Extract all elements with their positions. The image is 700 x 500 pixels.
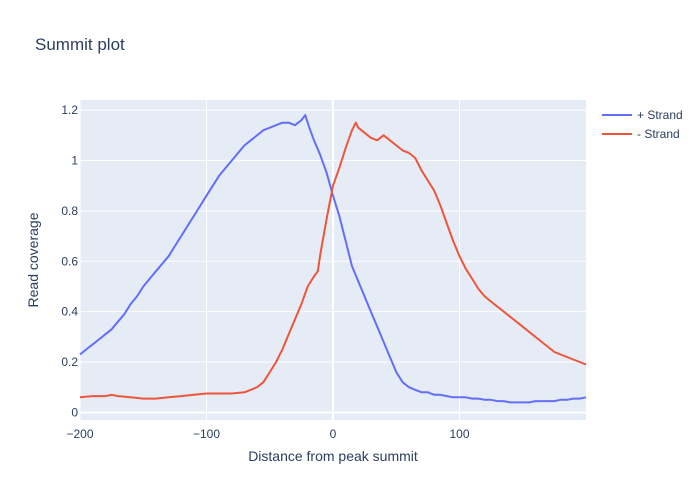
legend-label: + Strand: [637, 108, 683, 122]
y-tick-label: 0.6: [61, 254, 78, 268]
x-tick-label: 100: [449, 427, 469, 441]
legend-item-minus-strand[interactable]: - Strand: [602, 127, 680, 141]
series-line-plus-strand: [79, 114, 587, 404]
y-tick-label: 0.2: [61, 355, 78, 369]
legend-item-plus-strand[interactable]: + Strand: [602, 108, 683, 122]
x-axis-ticks: −200 −100 0 100: [66, 427, 469, 441]
x-axis-title: Distance from peak summit: [248, 448, 418, 464]
series-line-minus-strand: [79, 121, 587, 400]
y-tick-label: 1.2: [61, 103, 78, 117]
y-axis-title: Read coverage: [25, 212, 41, 307]
y-tick-label: 0.4: [61, 305, 78, 319]
series-lines: [79, 114, 587, 404]
y-axis-ticks: 0 0.2 0.4 0.6 0.8 1 1.2: [61, 103, 78, 419]
legend-label: - Strand: [637, 127, 680, 141]
x-tick-label: 0: [330, 427, 337, 441]
y-tick-label: 0.8: [61, 204, 78, 218]
legend[interactable]: + Strand - Strand: [602, 108, 683, 141]
y-tick-label: 0: [71, 405, 78, 419]
x-tick-label: −100: [193, 427, 220, 441]
chart-title: Summit plot: [35, 35, 125, 54]
gridlines: [79, 100, 586, 420]
y-tick-label: 1: [71, 153, 78, 167]
x-tick-label: −200: [66, 427, 93, 441]
